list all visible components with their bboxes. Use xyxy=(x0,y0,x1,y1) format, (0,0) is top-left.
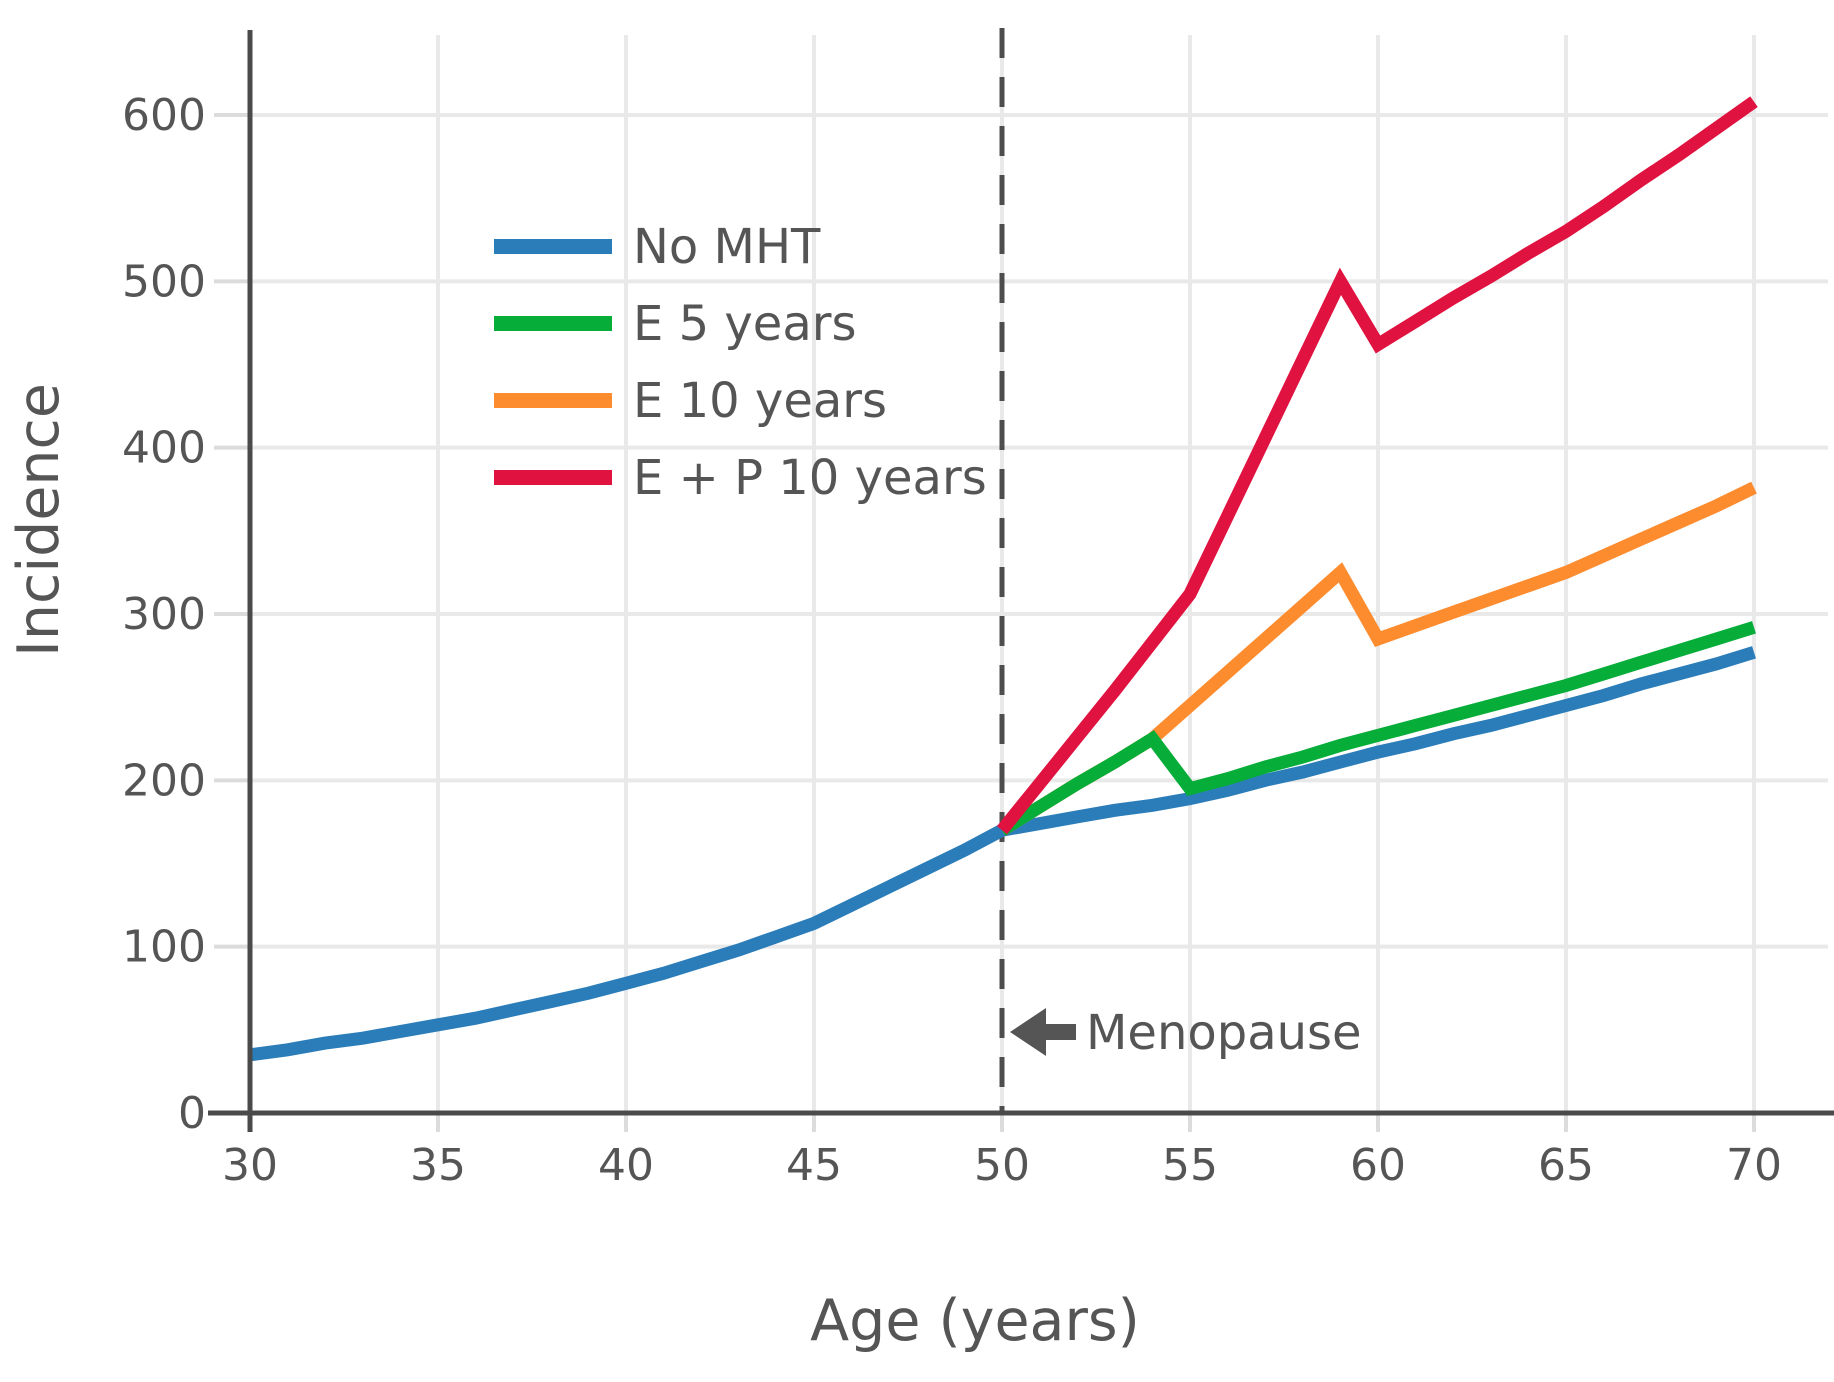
legend-label: E + P 10 years xyxy=(633,450,987,506)
y-tick-label: 200 xyxy=(122,755,206,806)
x-tick-label: 35 xyxy=(410,1140,466,1191)
x-tick-label: 45 xyxy=(786,1140,842,1191)
left-arrow-icon xyxy=(1010,1008,1076,1056)
x-tick-label: 70 xyxy=(1726,1140,1782,1191)
menopause-annotation: Menopause xyxy=(1086,1005,1362,1061)
y-tick-label: 300 xyxy=(122,589,206,640)
y-tick-label: 400 xyxy=(122,423,206,474)
series-line-e-5-years xyxy=(998,621,1756,836)
x-axis-label: Age (years) xyxy=(810,1288,1140,1354)
legend-swatch xyxy=(494,239,612,254)
legend-swatch xyxy=(494,470,612,485)
legend-label: E 5 years xyxy=(633,296,856,352)
y-tick-label: 600 xyxy=(122,90,206,141)
y-tick-label: 0 xyxy=(178,1088,206,1139)
x-tick-label: 65 xyxy=(1538,1140,1594,1191)
legend-swatch xyxy=(494,316,612,331)
x-tick-label: 60 xyxy=(1350,1140,1406,1191)
x-tick-label: 55 xyxy=(1162,1140,1218,1191)
y-tick-label: 500 xyxy=(122,256,206,307)
x-tick-label: 40 xyxy=(598,1140,654,1191)
series-line-e-p-10-years xyxy=(996,96,1758,835)
y-tick-label: 100 xyxy=(122,922,206,973)
legend-swatch xyxy=(494,393,612,408)
legend-label: No MHT xyxy=(633,219,821,275)
y-axis-label: Incidence xyxy=(6,383,72,657)
legend-label: E 10 years xyxy=(633,373,887,429)
x-tick-label: 30 xyxy=(222,1140,278,1191)
x-tick-label: 50 xyxy=(974,1140,1030,1191)
